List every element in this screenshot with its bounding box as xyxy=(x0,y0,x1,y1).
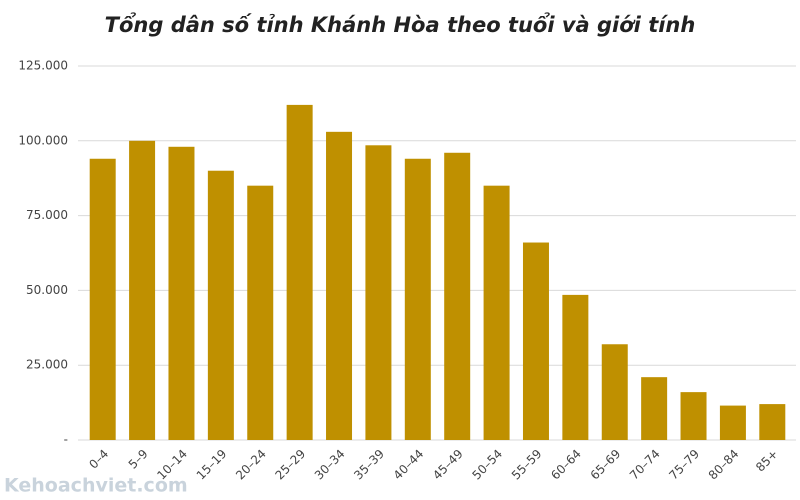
x-tick-label: 40–44 xyxy=(391,447,427,483)
x-tick-label: 30–34 xyxy=(312,447,348,483)
bar xyxy=(326,131,353,440)
y-tick-label: 75.000 xyxy=(26,208,68,222)
watermark: Kehoachviet.com xyxy=(4,475,188,497)
bar xyxy=(89,158,116,440)
x-tick-label: 45–49 xyxy=(430,447,466,483)
bar xyxy=(207,170,234,440)
bar xyxy=(286,104,313,441)
bar xyxy=(247,185,274,440)
x-tick-label: 35–39 xyxy=(351,447,387,483)
bar xyxy=(444,152,471,440)
x-tick-label: 60–64 xyxy=(548,447,584,483)
bar xyxy=(759,404,786,440)
bar xyxy=(483,185,510,440)
x-tick-label: 85+ xyxy=(753,447,781,475)
x-tick-label: 25–29 xyxy=(272,447,308,483)
x-tick-label: 20–24 xyxy=(233,447,269,483)
x-tick-label: 5–9 xyxy=(126,447,151,472)
x-tick-label: 0–4 xyxy=(86,447,111,472)
y-tick-label: 125.000 xyxy=(18,59,68,73)
bar xyxy=(601,344,628,440)
bar xyxy=(522,242,549,440)
bar xyxy=(562,294,589,440)
x-tick-label: 50–54 xyxy=(469,447,505,483)
x-tick-label: 15–19 xyxy=(194,447,230,483)
x-tick-label: 75–79 xyxy=(666,447,702,483)
x-tick-label: 65–69 xyxy=(588,447,624,483)
x-tick-label: 55–59 xyxy=(509,447,545,483)
x-tick-label: 80–84 xyxy=(706,447,742,483)
y-tick-label: 25.000 xyxy=(26,358,68,372)
bar xyxy=(641,377,668,440)
y-tick-label: - xyxy=(64,433,68,447)
chart-title: Tổng dân số tỉnh Khánh Hòa theo tuổi và … xyxy=(105,12,696,37)
bar xyxy=(365,145,392,440)
x-tick-label: 70–74 xyxy=(627,447,663,483)
y-tick-label: 50.000 xyxy=(26,283,68,297)
bar xyxy=(719,405,746,440)
bar xyxy=(680,392,707,440)
bar xyxy=(404,158,431,440)
bar xyxy=(129,140,156,441)
bar xyxy=(168,146,195,440)
y-tick-label: 100.000 xyxy=(18,133,68,147)
